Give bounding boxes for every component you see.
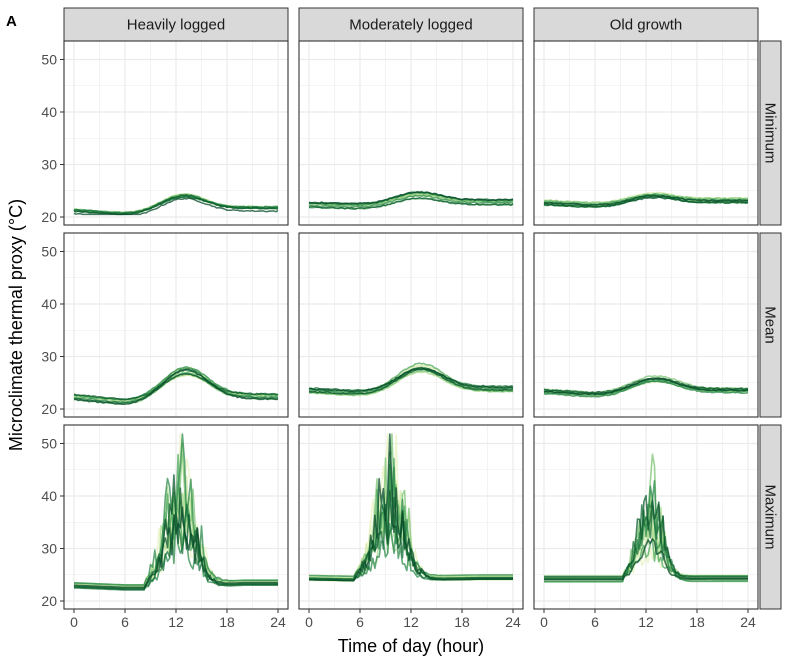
series-line: [308, 190, 514, 205]
panel-minimum-old-growth: [533, 40, 759, 226]
x-tick-label: 12: [403, 614, 419, 630]
series-line: [308, 368, 514, 395]
series-line: [544, 479, 748, 583]
y-tick-label: 40: [41, 296, 57, 312]
x-tick-label: 24: [740, 614, 756, 630]
panel-mean-old-growth: [533, 232, 759, 418]
row-strips: Minimum Mean Maximum: [759, 40, 782, 610]
series-line: [543, 194, 749, 207]
series-line: [544, 494, 748, 578]
y-tick-label: 50: [41, 52, 57, 68]
series-line: [73, 506, 278, 589]
y-axis-ticks: 20 30 40 50 20 30 40 50 20 30 40 50: [41, 52, 64, 609]
y-tick-label: 20: [41, 401, 57, 417]
x-tick-label: 24: [505, 614, 521, 630]
series-line: [543, 195, 749, 209]
series-line: [73, 373, 279, 401]
y-axis-title: Microclimate thermal proxy (°C): [6, 199, 26, 451]
panel-maximum-old-growth: [533, 424, 759, 610]
y-tick-label: 30: [41, 157, 57, 173]
x-tick-label: 6: [121, 614, 129, 630]
facet-panels: [63, 40, 759, 610]
series-line: [73, 194, 279, 216]
column-strips: Heavily logged Moderately logged Old gro…: [63, 7, 759, 42]
y-tick-label: 20: [41, 593, 57, 609]
strip-old-growth: [533, 7, 759, 42]
y-tick-label: 50: [41, 436, 57, 452]
panel-border: [63, 40, 289, 226]
panel-minimum-moderately-logged: [298, 40, 524, 226]
y-tick-label: 40: [41, 488, 57, 504]
strip-mean: [759, 232, 782, 418]
x-tick-label: 6: [356, 614, 364, 630]
strip-label-old-growth: Old growth: [610, 17, 683, 34]
strip-label-heavily-logged: Heavily logged: [127, 17, 225, 34]
panel-border: [533, 40, 759, 226]
strip-label-mean: Mean: [762, 306, 779, 344]
x-axis-ticks: 0 6 12 18 24 0 6 12 18 24 0 6 12 18 24: [70, 609, 756, 630]
series-line: [73, 367, 279, 401]
y-tick-label: 50: [41, 244, 57, 260]
panel-maximum-moderately-logged: [298, 424, 524, 610]
panel-border: [298, 232, 524, 418]
x-tick-label: 0: [540, 614, 548, 630]
x-tick-label: 6: [591, 614, 599, 630]
x-tick-label: 0: [70, 614, 78, 630]
series-line: [544, 503, 748, 580]
series-line: [309, 433, 513, 582]
strip-moderately-logged: [298, 7, 524, 42]
x-axis-title: Time of day (hour): [338, 636, 484, 656]
x-tick-label: 0: [305, 614, 313, 630]
x-tick-label: 18: [219, 614, 235, 630]
panel-maximum-heavily-logged: [63, 424, 289, 610]
panel-minimum-heavily-logged: [63, 40, 289, 226]
series-line: [73, 474, 278, 590]
series-line: [543, 380, 749, 398]
strip-minimum: [759, 40, 782, 226]
series-line: [308, 194, 514, 208]
strip-label-minimum: Minimum: [762, 103, 779, 164]
series-line: [308, 370, 514, 397]
panel-border: [298, 40, 524, 226]
panel-letter: A: [6, 13, 17, 30]
panel-border: [63, 232, 289, 418]
series-line: [308, 366, 514, 393]
series-line: [73, 368, 279, 405]
strip-label-maximum: Maximum: [762, 484, 779, 549]
x-tick-label: 12: [168, 614, 184, 630]
strip-heavily-logged: [63, 7, 289, 42]
x-tick-label: 12: [638, 614, 654, 630]
series-line: [73, 197, 279, 216]
x-tick-label: 18: [454, 614, 470, 630]
panel-mean-moderately-logged: [298, 232, 524, 418]
y-tick-label: 30: [41, 541, 57, 557]
x-tick-label: 24: [270, 614, 286, 630]
series-line: [544, 538, 748, 581]
strip-maximum: [759, 424, 782, 610]
y-tick-label: 20: [41, 209, 57, 225]
strip-label-moderately-logged: Moderately logged: [349, 17, 472, 34]
y-tick-label: 30: [41, 349, 57, 365]
series-line: [543, 377, 749, 396]
x-tick-label: 18: [689, 614, 705, 630]
panel-mean-heavily-logged: [63, 232, 289, 418]
panel-border: [533, 232, 759, 418]
series-line: [308, 196, 514, 210]
y-tick-label: 40: [41, 104, 57, 120]
